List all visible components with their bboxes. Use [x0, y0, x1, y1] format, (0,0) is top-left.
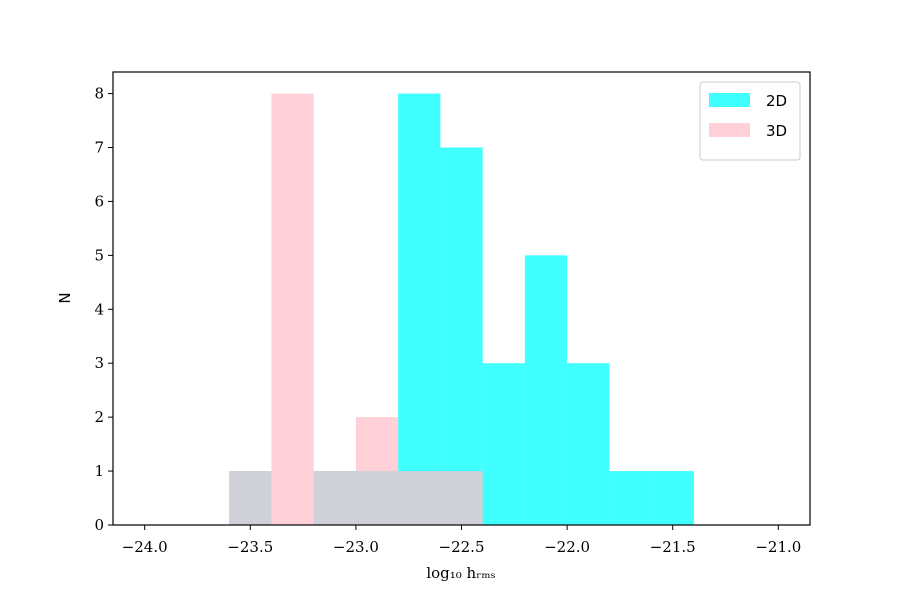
y-tick-label: 8	[94, 85, 104, 103]
y-tick-label: 0	[94, 516, 104, 534]
histogram-bar	[609, 471, 652, 525]
x-tick-label: −21.5	[650, 538, 696, 556]
histogram-bar	[440, 471, 483, 525]
histogram-bar	[398, 471, 441, 525]
x-tick-label: −23.5	[227, 538, 273, 556]
histogram-bar	[355, 417, 399, 525]
plot-area	[229, 93, 694, 526]
histogram-bar	[482, 363, 525, 525]
x-tick-label: −22.0	[544, 538, 590, 556]
x-tick-label: −22.5	[439, 538, 485, 556]
y-tick-label: 2	[94, 408, 104, 426]
y-tick-label: 5	[94, 246, 104, 264]
x-tick-label: −21.0	[755, 538, 801, 556]
y-tick-label: 7	[94, 139, 104, 157]
histogram-bar	[313, 471, 356, 525]
y-axis-label: N	[56, 292, 74, 303]
histogram-bar	[398, 93, 441, 526]
x-axis-label: log₁₀ hᵣₘₛ	[426, 564, 495, 582]
legend-label: 3D	[766, 122, 787, 140]
x-tick-label: −24.0	[122, 538, 168, 556]
legend-label: 2D	[766, 92, 787, 110]
y-tick-label: 1	[94, 462, 104, 480]
histogram-bar	[440, 147, 483, 525]
legend: 2D 3D	[699, 81, 801, 161]
histogram-bar	[524, 255, 568, 525]
y-tick-label: 4	[94, 300, 104, 318]
histogram-bar	[229, 471, 272, 525]
histogram-bar	[271, 93, 314, 526]
histogram-bar	[651, 471, 694, 525]
legend-swatch	[709, 93, 750, 107]
legend-swatch	[709, 123, 750, 137]
x-tick-label: −23.0	[333, 538, 379, 556]
y-tick-label: 6	[94, 192, 104, 210]
histogram-bar	[567, 363, 610, 525]
y-tick-label: 3	[94, 354, 104, 372]
